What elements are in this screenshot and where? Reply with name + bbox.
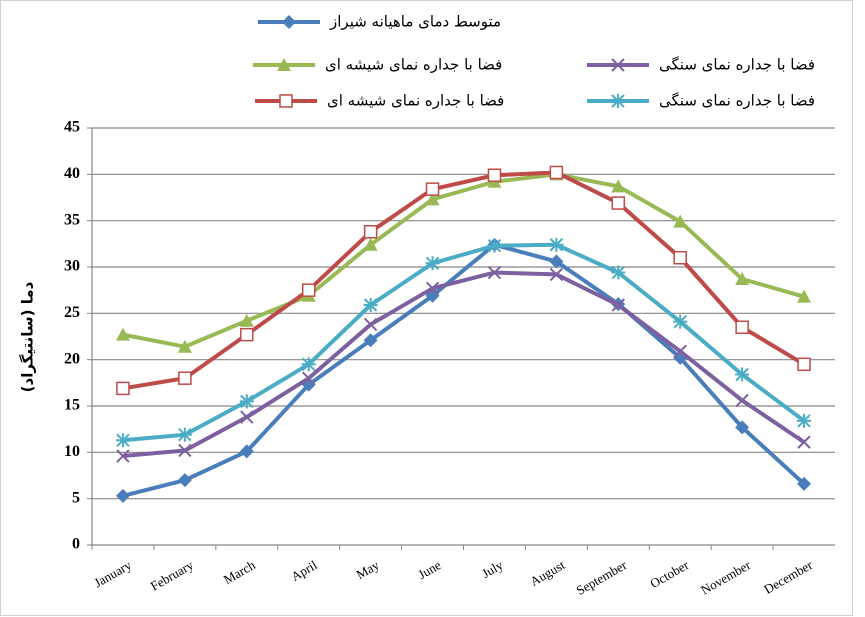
marker: [735, 420, 750, 435]
series-line: [122, 242, 806, 498]
y-tick-label: 25: [64, 304, 80, 321]
marker: [363, 225, 378, 239]
marker: [611, 58, 625, 72]
legend-label: فضا با جداره نمای شیشه ای: [327, 92, 504, 110]
marker: [425, 256, 440, 271]
marker: [425, 192, 440, 206]
legend-label: متوسط دمای ماهیانه شیراز: [329, 13, 501, 31]
marker: [735, 272, 750, 286]
marker: [178, 371, 192, 385]
y-tick-label: 40: [64, 165, 80, 182]
marker: [177, 427, 192, 442]
y-tick-label: 0: [72, 536, 80, 553]
y-tick-label: 10: [64, 443, 80, 460]
marker: [277, 58, 291, 71]
marker: [735, 320, 749, 334]
marker: [239, 313, 254, 327]
marker: [115, 488, 130, 503]
marker: [735, 367, 750, 382]
marker: [611, 179, 626, 193]
marker: [177, 339, 192, 353]
legend-label: فضا با جداره نمای سنگی: [659, 92, 815, 110]
marker: [487, 168, 502, 183]
marker: [673, 314, 688, 329]
marker: [178, 443, 192, 458]
marker: [797, 289, 812, 303]
marker: [487, 238, 502, 253]
marker: [177, 473, 192, 488]
marker: [116, 381, 130, 396]
marker: [797, 435, 811, 449]
marker: [425, 281, 440, 296]
y-tick-label: 30: [64, 258, 80, 275]
marker: [611, 265, 626, 280]
marker: [363, 237, 378, 251]
marker: [239, 444, 254, 459]
series-line: [122, 170, 806, 391]
marker: [363, 297, 378, 312]
series-line: [122, 172, 805, 349]
marker: [797, 476, 812, 491]
legend-label: فضا با جداره نمای شیشه ای: [325, 56, 502, 74]
marker: [611, 94, 625, 108]
legend-label: فضا با جداره نمای سنگی: [659, 56, 815, 74]
series-line: [122, 242, 806, 443]
marker: [116, 449, 130, 463]
marker: [363, 333, 378, 348]
y-tick-label: 20: [64, 350, 80, 367]
marker: [549, 237, 564, 252]
marker: [549, 165, 564, 180]
marker: [240, 327, 254, 342]
marker: [549, 267, 564, 282]
marker: [302, 371, 316, 385]
marker: [240, 410, 254, 424]
marker: [239, 394, 254, 409]
marker: [282, 15, 296, 29]
marker: [115, 433, 130, 448]
marker: [673, 214, 688, 228]
marker: [549, 254, 564, 269]
marker: [301, 283, 316, 297]
y-tick-label: 5: [72, 489, 80, 506]
marker: [735, 393, 749, 408]
marker: [673, 344, 687, 359]
marker: [797, 413, 812, 428]
y-tick-label: 15: [64, 397, 80, 414]
marker: [673, 250, 687, 265]
marker: [363, 317, 378, 332]
y-tick-label: 45: [64, 119, 80, 136]
marker: [425, 182, 440, 196]
marker: [611, 298, 625, 312]
marker: [487, 265, 502, 280]
marker: [301, 357, 316, 372]
marker: [611, 196, 626, 210]
marker: [279, 94, 293, 108]
y-axis-label: دما (سانتیگراد): [19, 281, 37, 392]
series-line: [122, 270, 806, 459]
y-tick-label: 35: [64, 211, 80, 228]
marker: [115, 327, 130, 341]
marker: [797, 357, 811, 372]
